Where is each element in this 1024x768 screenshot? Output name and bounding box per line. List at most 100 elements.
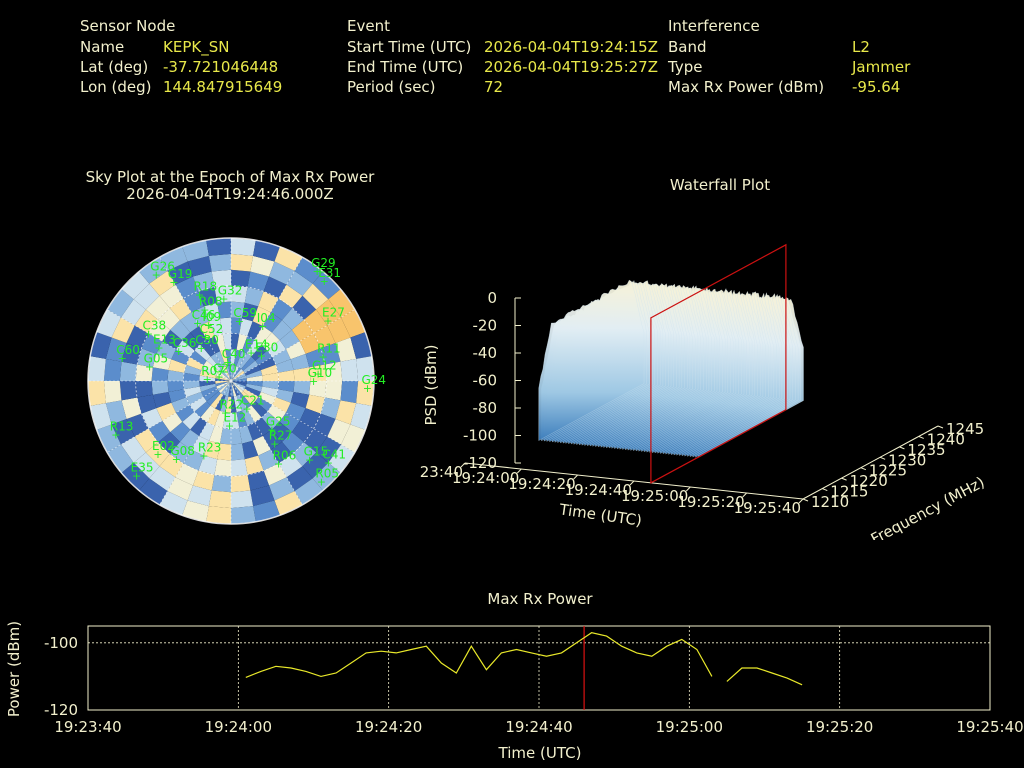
power-chart-x-tick-label: 19:25:00 [656, 718, 723, 736]
skyplot-cell [238, 393, 252, 409]
skyplot-cell [206, 356, 221, 371]
satellite-marker: + [363, 382, 372, 395]
skyplot-cell [199, 381, 216, 387]
skyplot-cell [186, 391, 204, 405]
skyplot-cell [228, 381, 231, 397]
skyplot-cell [152, 392, 172, 409]
skyplot-cell [184, 386, 202, 398]
satellite-label: G25 [266, 415, 291, 429]
skyplot-cell [111, 419, 135, 445]
skyplot-cell [156, 402, 176, 421]
satellite-marker: + [214, 371, 223, 384]
skyplot-cell [231, 378, 247, 381]
skyplot-cell [137, 394, 157, 414]
satellite-marker: + [144, 327, 153, 340]
skyplot-cell [340, 358, 359, 381]
skyplot-cell [238, 353, 252, 369]
skyplot-cell [133, 283, 160, 310]
satellite-marker: + [242, 403, 251, 416]
skyplot-cell [215, 381, 231, 387]
skyplot-cell [157, 307, 180, 330]
satellite-label: G08 [170, 444, 195, 458]
skyplot-cell [149, 466, 176, 492]
skyplot-cell [272, 397, 291, 413]
waterfall-freq-tick [899, 446, 905, 450]
satellite-marker: + [172, 453, 181, 466]
power-chart-line [726, 667, 803, 686]
satellite-marker: + [225, 419, 234, 432]
sensor-lat-label: Lat (deg) [80, 58, 149, 76]
skyplot-cell [220, 367, 231, 381]
skyplot-cell [182, 500, 209, 522]
skyplot-cell [214, 285, 231, 303]
waterfall-time-tick [516, 468, 522, 474]
skyplot-cell [228, 365, 231, 381]
skyplot: +G29+E31+E27+G26+G19+R18+G32+R08+C59+I04… [87, 237, 386, 525]
satellite-marker: + [118, 352, 127, 365]
skyplot-cell [203, 440, 220, 460]
skyplot-cell [159, 491, 188, 516]
skyplot-cell [210, 393, 224, 409]
skyplot-cell [105, 337, 127, 362]
skyplot-cell [260, 386, 278, 398]
skyplot-cell [286, 466, 313, 492]
interference-header: Interference [668, 17, 760, 35]
skyplot-cell [309, 364, 327, 381]
skyplot-cell [214, 459, 231, 477]
waterfall-freq-axis [802, 425, 939, 500]
skyplot-cell [246, 375, 263, 381]
skyplot-cell [313, 413, 336, 437]
event-start-value: 2026-04-04T19:24:15Z [484, 38, 658, 56]
skyplot-cell [134, 309, 158, 334]
satellite-marker: + [318, 350, 327, 363]
waterfall-time-tick-label: 19:24:20 [508, 475, 575, 493]
power-chart-x-tick-label: 19:25:40 [956, 718, 1023, 736]
skyplot-cell [225, 396, 231, 413]
satellite-label: R05 [315, 466, 339, 480]
waterfall-time-tick [629, 480, 635, 486]
skyplot-cell [209, 318, 223, 337]
satellite-label: R22 [219, 397, 243, 411]
skyplot-cell [217, 370, 231, 381]
skyplot-cell [270, 298, 293, 321]
skyplot-cell [90, 403, 112, 430]
interference-band-value: L2 [852, 38, 870, 56]
skyplot-cell [275, 389, 294, 403]
skyplot-cell [341, 309, 366, 338]
waterfall-freq-tick-label: 1230 [888, 451, 926, 469]
skyplot-cell [222, 333, 231, 350]
satellite-label: I04 [257, 311, 276, 325]
satellite-marker: + [154, 341, 163, 354]
waterfall-axes [460, 297, 944, 504]
skyplot-cell [208, 490, 231, 509]
waterfall-plot: 0-20-40-60-80-100-12019:23:4019:24:0019:… [420, 243, 988, 540]
skyplot-cell [184, 364, 202, 376]
skyplot-cell [231, 285, 248, 303]
skyplot-cell [201, 365, 218, 376]
skyplot-cell [135, 381, 153, 398]
skyplot-cell [292, 295, 317, 320]
satellite-label: G24 [361, 373, 386, 387]
satellite-label: C36 [173, 336, 197, 350]
skyplot-cell [231, 370, 245, 381]
waterfall-freq-tick-label: 1220 [850, 472, 888, 490]
skyplot-cell [206, 506, 231, 524]
skyplot-cell [327, 317, 351, 343]
skyplot-cell [231, 367, 242, 381]
skyplot-cell [271, 421, 292, 442]
skyplot-cell [187, 255, 212, 277]
skyplot-cell [293, 381, 311, 395]
waterfall-freq-tick-label: 1245 [946, 420, 984, 438]
skyplot-cell [175, 404, 195, 422]
skyplot-cell [183, 381, 200, 390]
skyplot-cell [194, 401, 211, 418]
skyplot-cell [350, 403, 372, 430]
skyplot-cell [215, 378, 231, 381]
skyplot-cell [215, 381, 231, 384]
skyplot-cell [191, 306, 210, 326]
satellite-marker: + [200, 303, 209, 316]
skyplot-cell [121, 342, 142, 365]
skyplot-cell [255, 350, 273, 366]
skyplot-cell [169, 441, 192, 464]
waterfall-time-tick-label: 19:24:00 [452, 469, 519, 487]
